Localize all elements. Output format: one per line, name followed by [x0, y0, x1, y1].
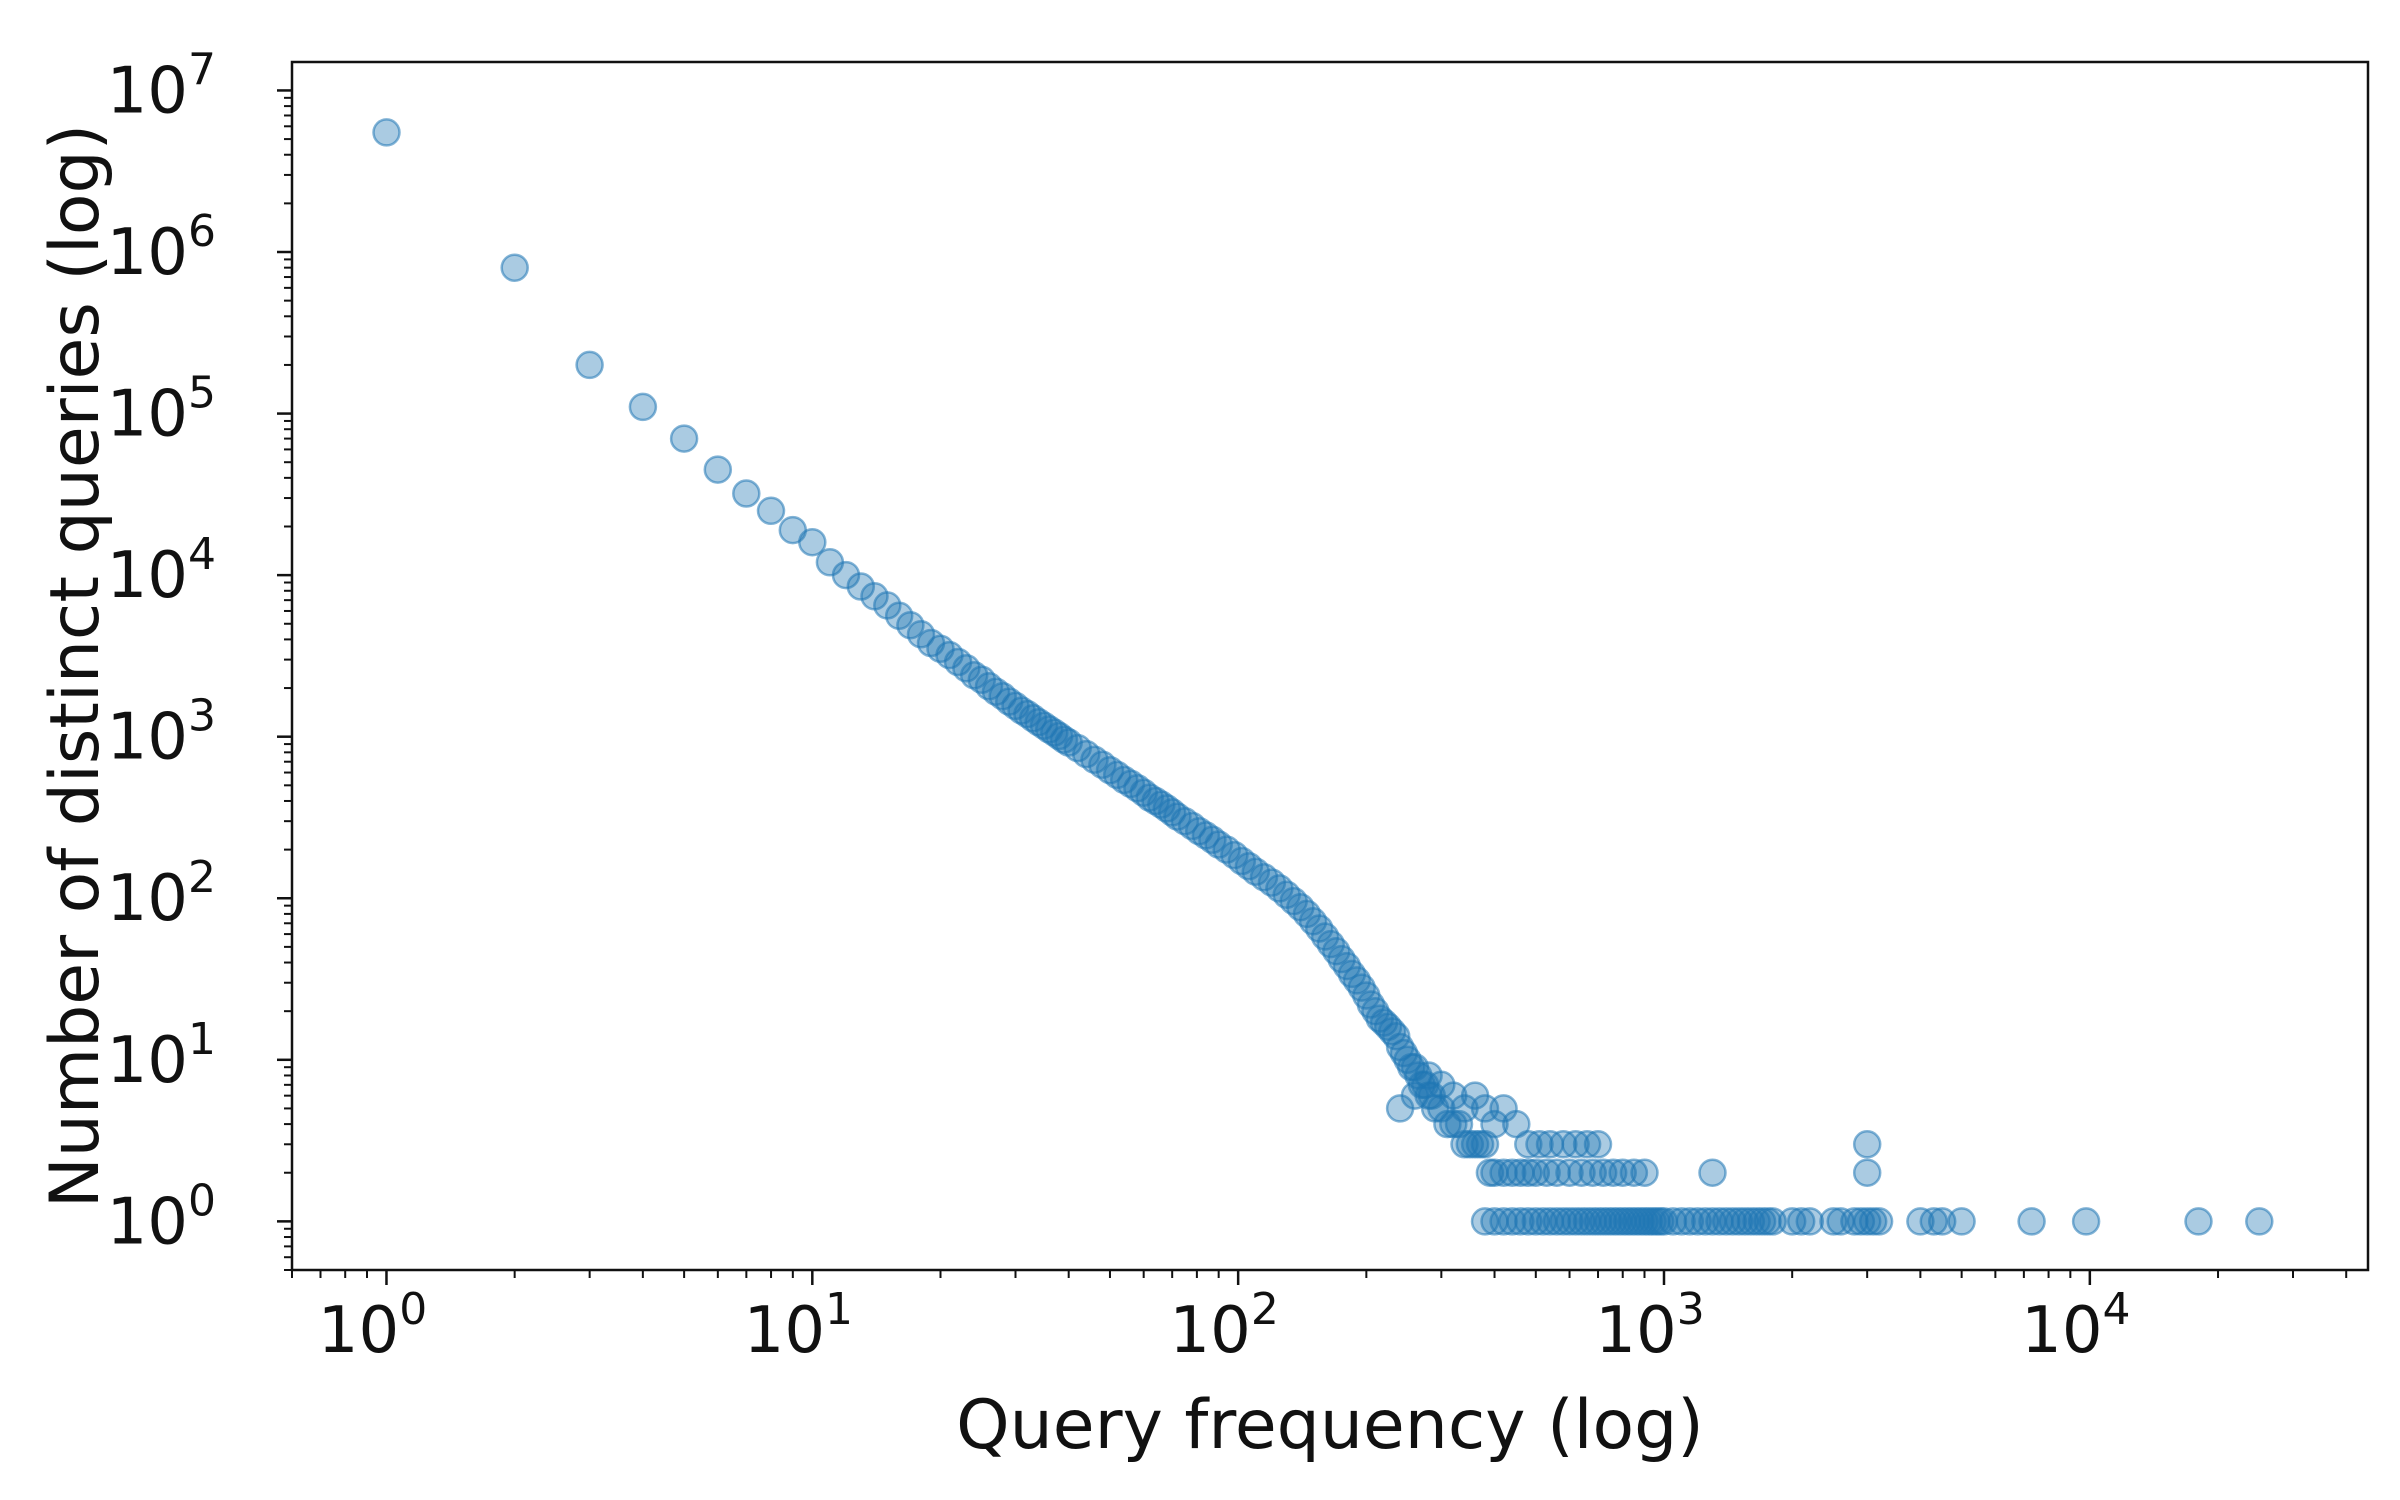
- data-point: [1080, 745, 1109, 774]
- data-point: [756, 496, 786, 526]
- data-point: [1532, 1158, 1561, 1187]
- data-point: [884, 601, 914, 631]
- data-point: [1204, 830, 1233, 859]
- plot-frame: [290, 60, 2370, 1272]
- x-tick-label: 104: [2021, 1284, 2130, 1368]
- data-point: [798, 527, 827, 557]
- data-point: [1049, 725, 1079, 754]
- y-tick-label: 103: [107, 691, 216, 775]
- data-point: [1578, 1158, 1607, 1187]
- y-tick-label: 105: [107, 368, 216, 452]
- data-point: [1497, 1158, 1527, 1187]
- data-point: [1667, 1207, 1696, 1236]
- data-point: [2245, 1207, 2274, 1236]
- data-point: [1598, 1158, 1628, 1187]
- data-point: [1919, 1207, 1949, 1236]
- data-point: [1588, 1158, 1618, 1187]
- data-point: [1927, 1207, 1957, 1236]
- data-point: [669, 424, 699, 453]
- x-axis-title: Query frequency (log): [956, 1386, 1704, 1465]
- data-point: [1480, 1109, 1509, 1139]
- data-point: [1400, 1081, 1430, 1110]
- data-point: [1514, 1207, 1543, 1236]
- data-point: [1572, 1130, 1602, 1159]
- data-point: [1819, 1207, 1848, 1236]
- data-point: [2184, 1207, 2213, 1236]
- data-point: [2017, 1207, 2046, 1236]
- data-point: [1506, 1207, 1535, 1236]
- y-tick-label: 100: [107, 1175, 216, 1259]
- y-tick-label: 107: [107, 44, 216, 128]
- x-axis: 100 101 102 103 104: [291, 1270, 2348, 1368]
- data-point: [1583, 1130, 1613, 1159]
- data-point: [1347, 973, 1376, 1002]
- data-point: [1864, 1207, 1894, 1236]
- data-point: [2071, 1207, 2101, 1236]
- y-tick-label: 106: [107, 206, 216, 290]
- data-point: [1525, 1130, 1554, 1159]
- data-point: [1377, 1017, 1407, 1046]
- y-tick-label: 101: [107, 1014, 216, 1098]
- data-point: [1683, 1207, 1712, 1236]
- y-tick-label: 104: [107, 529, 216, 613]
- data-point: [500, 253, 529, 282]
- y-tick-label: 102: [107, 852, 216, 936]
- data-points: [372, 118, 2274, 1236]
- data-point: [1497, 1207, 1527, 1236]
- data-point: [1561, 1130, 1590, 1159]
- plot-background: [292, 62, 2368, 1270]
- data-point: [1795, 1207, 1825, 1236]
- data-point: [1567, 1158, 1596, 1187]
- data-point: [1630, 1158, 1659, 1187]
- y-axis: 100 101 102 103 104 105 106 107: [107, 44, 292, 1271]
- data-point: [1698, 1158, 1727, 1187]
- data-point: [1332, 951, 1362, 981]
- data-point: [1786, 1207, 1816, 1236]
- data-point: [1852, 1158, 1882, 1187]
- data-point: [1521, 1158, 1551, 1187]
- x-tick-label: 100: [318, 1284, 427, 1368]
- y-axis-title: Number of distinct queries (log): [36, 124, 115, 1208]
- data-point: [628, 392, 658, 422]
- data-point: [1619, 1158, 1649, 1187]
- data-point: [1608, 1158, 1637, 1187]
- data-point: [372, 118, 401, 147]
- data-point: [1852, 1130, 1882, 1159]
- x-tick-label: 101: [744, 1284, 853, 1368]
- data-point: [1758, 1207, 1787, 1236]
- data-point: [703, 455, 733, 484]
- x-tick-label: 103: [1595, 1284, 1704, 1368]
- data-point: [1675, 1207, 1705, 1236]
- data-point: [1947, 1207, 1976, 1236]
- data-point: [831, 560, 861, 590]
- data-point: [732, 479, 761, 508]
- data-point: [1514, 1130, 1543, 1159]
- data-point: [575, 350, 604, 380]
- x-tick-label: 102: [1169, 1284, 1278, 1368]
